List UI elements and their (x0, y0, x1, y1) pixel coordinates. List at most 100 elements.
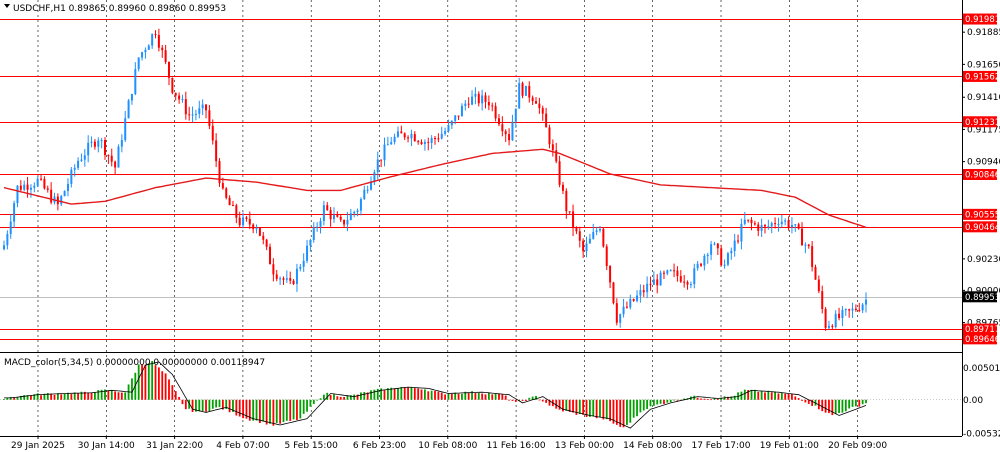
macd-bar (144, 364, 147, 400)
macd-bar (131, 378, 133, 400)
candle (396, 126, 399, 138)
macd-bar (821, 399, 824, 412)
candle (346, 211, 349, 232)
candle (289, 271, 292, 285)
candle (430, 135, 433, 150)
candle (279, 276, 282, 285)
candle (285, 270, 288, 283)
candle (484, 92, 487, 109)
macd-bar (191, 399, 194, 413)
candle (40, 175, 43, 181)
candle (235, 203, 238, 224)
candle (191, 106, 194, 123)
macd-bar (652, 399, 655, 406)
candle (854, 304, 857, 312)
macd-bar (764, 392, 766, 400)
macd-bar (720, 398, 723, 400)
macd-bar (215, 399, 218, 408)
macd-bar (30, 395, 32, 400)
candle (612, 281, 615, 305)
candle (834, 310, 837, 329)
candle (117, 144, 120, 168)
macd-bar (339, 396, 342, 400)
macd-bar (23, 395, 26, 400)
candle (827, 320, 830, 330)
macd-bar (750, 389, 753, 400)
candle (831, 324, 834, 330)
macd-bar (865, 399, 867, 404)
macd-bar (33, 394, 36, 400)
candle (130, 93, 133, 105)
candle (157, 28, 160, 52)
macd-bar (828, 399, 830, 414)
macd-bar (797, 398, 800, 400)
time-tick-label: 30 Jan 14:00 (78, 441, 135, 451)
candle (726, 251, 729, 267)
macd-bar (309, 399, 312, 407)
candle (797, 222, 800, 230)
candle (787, 216, 790, 231)
macd-bar (201, 399, 204, 412)
candle (750, 217, 753, 231)
macd-bar (376, 388, 379, 400)
macd-bar (147, 363, 150, 400)
macd-bar (588, 399, 591, 417)
macd-bar (444, 394, 447, 400)
macd-bar (413, 388, 416, 400)
candle (73, 164, 76, 177)
candle (154, 30, 157, 39)
candle (649, 276, 652, 291)
candle (683, 274, 686, 288)
macd-bar (420, 389, 423, 400)
macd-bar (285, 399, 288, 421)
macd-bar (403, 387, 406, 400)
chart-header: USDCHF,H1 0.89865 0.89960 0.89860 0.8995… (4, 4, 226, 14)
candle (625, 301, 628, 309)
svg-text:0.89717: 0.89717 (965, 325, 1000, 335)
candle (508, 128, 511, 146)
candle (208, 104, 211, 130)
candle (343, 219, 346, 228)
svg-text:0.91562: 0.91562 (965, 72, 1000, 82)
macd-bar (366, 392, 369, 400)
candle (760, 218, 763, 237)
candle (629, 294, 632, 310)
candle (706, 252, 709, 264)
candle (457, 115, 460, 121)
macd-bar (457, 393, 460, 400)
macd-label: MACD_color(5,34,5) 0.00000000 0.00000000… (4, 358, 265, 368)
tags-layer: 0.91981 0.91562 0.91231 0.90846 0.90555 0.904… (963, 13, 1000, 345)
macd-bar (565, 399, 568, 411)
macd-bar (360, 392, 362, 400)
candle (716, 242, 719, 256)
price-level-tag: 0.91981 (963, 13, 1000, 25)
candle (282, 276, 285, 285)
candle (565, 188, 568, 219)
time-tick-label: 5 Feb 15:00 (285, 441, 339, 451)
candle (811, 241, 814, 272)
macd-bar (90, 393, 93, 400)
macd-bar (265, 399, 268, 425)
macd-bar (255, 399, 258, 421)
macd-bar (619, 399, 622, 427)
candle (258, 227, 261, 237)
macd-bar (669, 399, 672, 403)
macd-bar (780, 392, 783, 400)
macd-bar (218, 399, 221, 407)
macd-bar (208, 399, 211, 412)
candle (60, 194, 63, 207)
macd-bar (417, 388, 420, 400)
macd-bar (844, 399, 847, 412)
macd-bar (40, 395, 42, 400)
candle (588, 233, 591, 244)
candle (598, 225, 601, 233)
chevron-down-icon[interactable] (4, 4, 10, 8)
candle (77, 157, 80, 171)
candle (794, 223, 797, 232)
macd-bar (397, 388, 399, 400)
macd-bar (67, 392, 69, 400)
candle (3, 240, 5, 251)
candle (380, 159, 383, 168)
